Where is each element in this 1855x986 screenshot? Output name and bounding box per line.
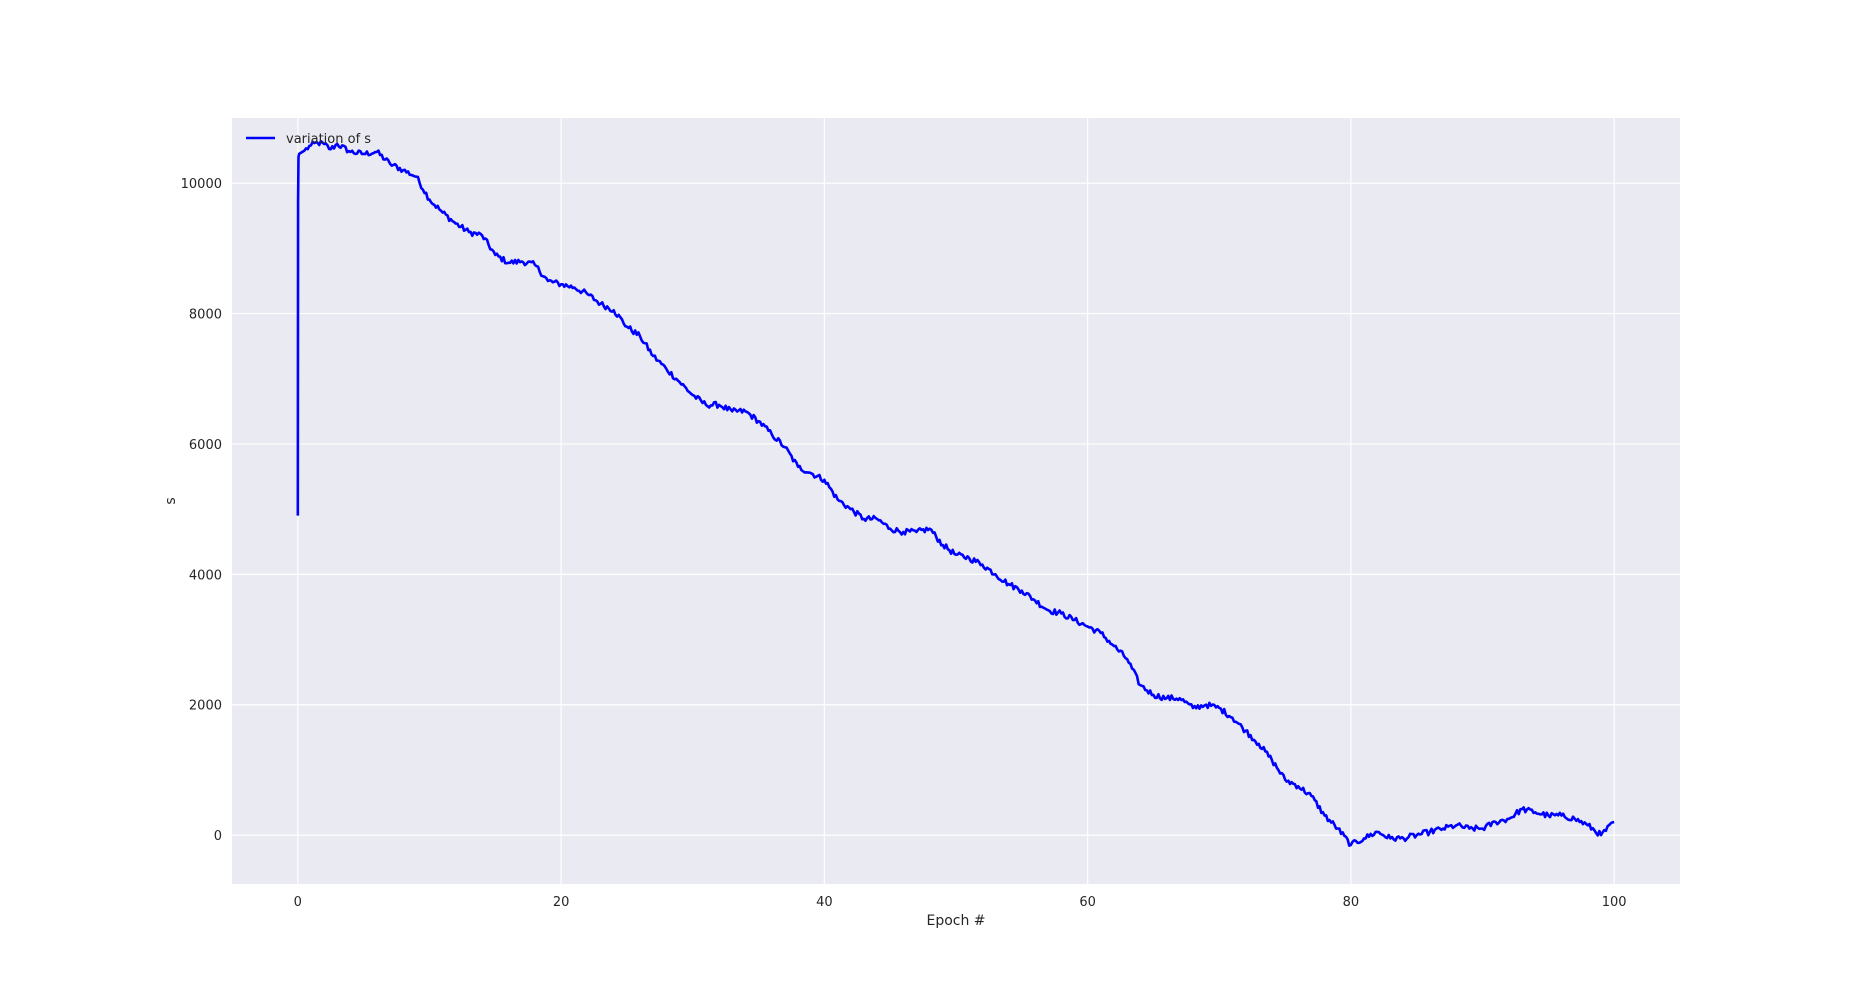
y-tick-label: 2000 <box>189 699 222 714</box>
x-tick-label: 0 <box>294 895 302 910</box>
y-tick-label: 6000 <box>189 438 222 453</box>
x-tick-label: 40 <box>816 895 833 910</box>
y-axis-label: s <box>163 497 179 504</box>
series-layer <box>296 139 1615 847</box>
x-tick-label: 20 <box>553 895 570 910</box>
y-tick-label: 10000 <box>181 177 222 192</box>
x-tick-label: 100 <box>1602 895 1627 910</box>
legend: variation of s <box>246 132 371 147</box>
x-tick-labels: 0 20 40 60 80 100 <box>294 895 1627 910</box>
legend-label: variation of s <box>286 132 371 147</box>
x-tick-label: 60 <box>1079 895 1096 910</box>
plot-area <box>232 118 1680 884</box>
y-tick-label: 4000 <box>189 568 222 583</box>
y-tick-label: 8000 <box>189 308 222 323</box>
x-axis-label: Epoch # <box>926 913 985 929</box>
grid <box>232 118 1680 884</box>
y-tick-label: 0 <box>214 829 222 844</box>
series-line-variation-of-s <box>296 139 1615 847</box>
x-tick-label: 80 <box>1343 895 1360 910</box>
y-tick-labels: 0 2000 4000 6000 8000 10000 <box>181 177 222 844</box>
